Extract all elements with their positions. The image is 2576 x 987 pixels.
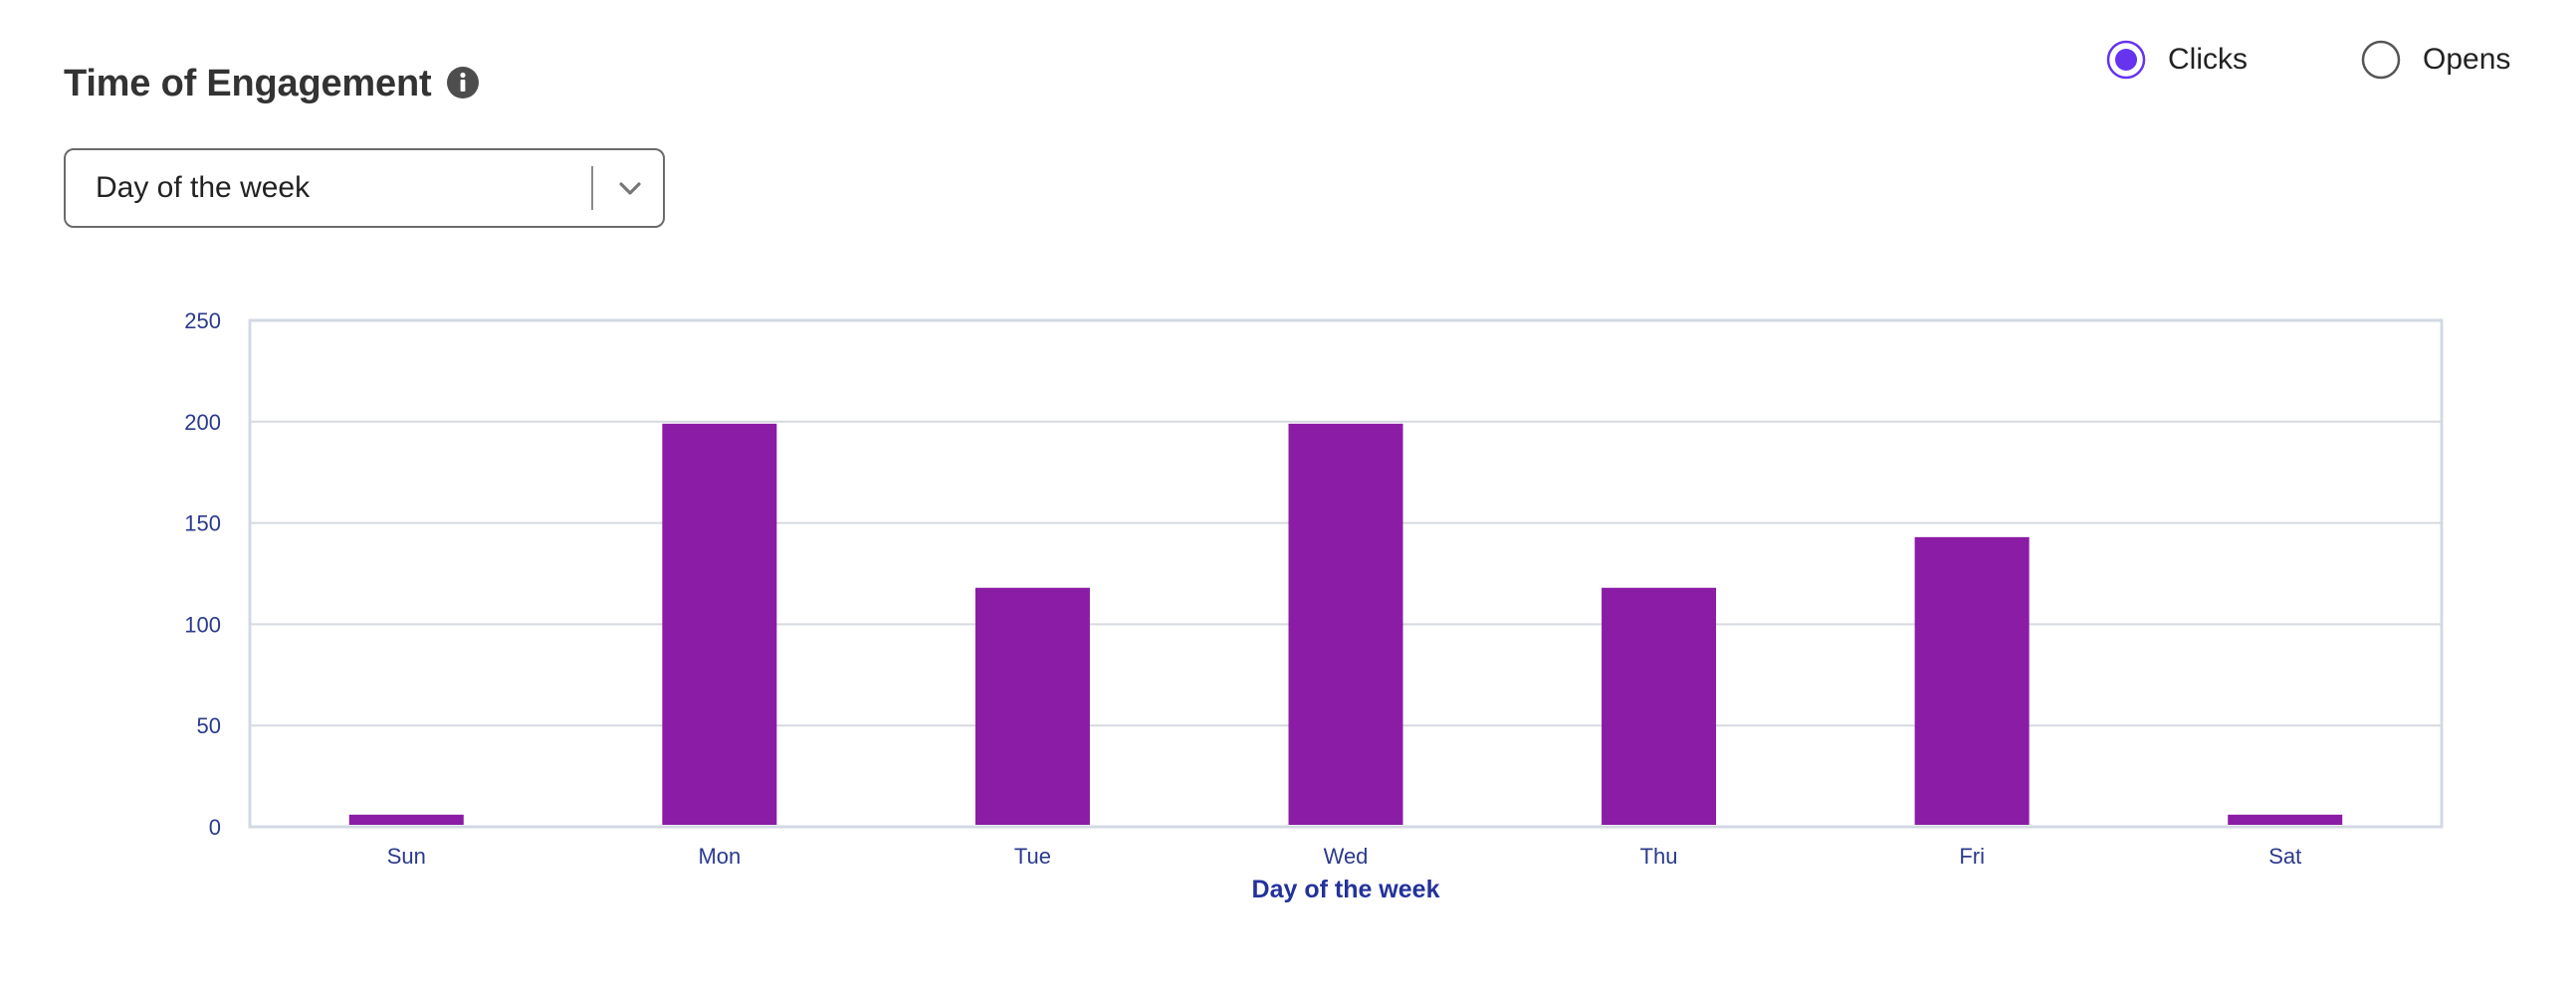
y-tick-label: 0 bbox=[209, 815, 221, 840]
select-divider bbox=[591, 166, 593, 210]
x-axis-label: Day of the week bbox=[1252, 876, 1440, 903]
bars bbox=[348, 423, 2343, 825]
x-tick-label: Tue bbox=[1014, 844, 1051, 869]
bar-chart: 0 50 100 150 200 250 Sun Mon Tue Wed Thu Fri Sat Da… bbox=[184, 308, 2444, 903]
x-tick-label: Mon bbox=[698, 844, 741, 869]
y-tick-label: 200 bbox=[184, 410, 221, 435]
x-tick-label: Wed bbox=[1324, 844, 1369, 869]
y-tick-label: 250 bbox=[184, 308, 221, 333]
radio-clicks-label: Clicks bbox=[2168, 43, 2248, 76]
bar-mon[interactable] bbox=[662, 423, 777, 825]
y-ticks: 0 50 100 150 200 250 bbox=[184, 308, 221, 840]
y-tick-label: 50 bbox=[197, 713, 221, 738]
plot-frame bbox=[248, 318, 2444, 829]
y-tick-label: 100 bbox=[184, 612, 221, 637]
info-icon[interactable] bbox=[446, 66, 480, 99]
bar-fri[interactable] bbox=[1914, 536, 2030, 825]
y-tick-label: 150 bbox=[184, 511, 221, 536]
radio-opens[interactable]: Opens bbox=[2361, 38, 2510, 82]
radio-unselected-icon[interactable] bbox=[2361, 40, 2401, 80]
x-tick-label: Sat bbox=[2268, 844, 2301, 869]
x-tick-label: Sun bbox=[387, 844, 426, 869]
radio-clicks[interactable]: Clicks bbox=[2106, 38, 2248, 82]
page-title: Time of Engagement bbox=[64, 63, 432, 104]
bar-tue[interactable] bbox=[974, 587, 1090, 825]
chevron-down-icon[interactable] bbox=[611, 170, 649, 208]
radio-selected-icon[interactable] bbox=[2106, 40, 2146, 80]
bar-wed[interactable] bbox=[1288, 423, 1403, 825]
grouping-select[interactable]: Day of the week bbox=[64, 148, 665, 228]
x-tick-label: Fri bbox=[1959, 844, 1985, 869]
bar-sun[interactable] bbox=[348, 814, 464, 825]
x-tick-label: Thu bbox=[1640, 844, 1678, 869]
grouping-select-value: Day of the week bbox=[96, 171, 311, 204]
bar-thu[interactable] bbox=[1602, 587, 1717, 825]
radio-opens-label: Opens bbox=[2423, 43, 2511, 76]
x-ticks: Sun Mon Tue Wed Thu Fri Sat bbox=[387, 844, 2302, 869]
bar-sat[interactable] bbox=[2228, 814, 2343, 825]
